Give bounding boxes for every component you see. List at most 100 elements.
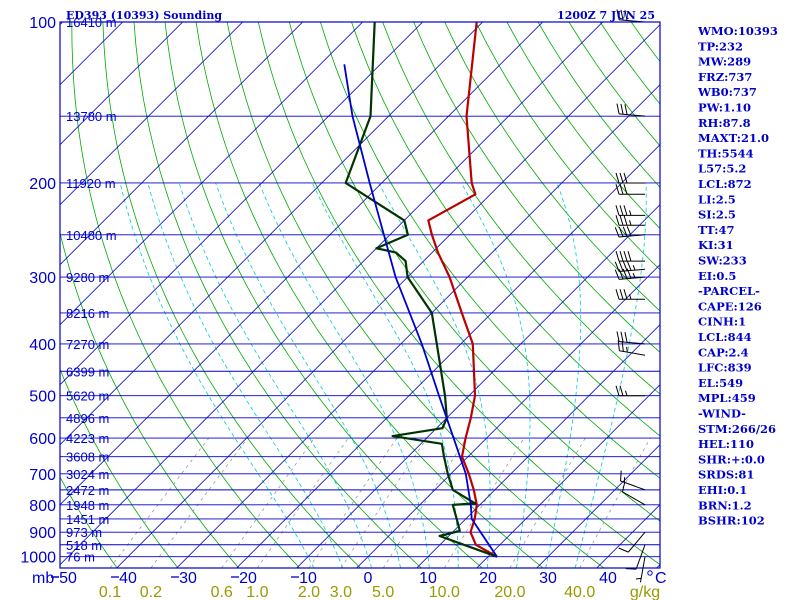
index-entry: -PARCEL- — [698, 284, 760, 298]
moist-adiabat-line — [461, 182, 531, 568]
index-entry: SI:2.5 — [698, 208, 736, 222]
index-entry: SHR:+:0.0 — [698, 452, 765, 466]
dry-adiabat-line — [164, 22, 483, 568]
mixing-ratio-tick-label: 20.0 — [494, 584, 525, 600]
height-label: 76 m — [66, 550, 95, 565]
wind-barb — [615, 250, 645, 262]
mixing-ratio-line — [382, 437, 467, 568]
index-entry: EHI:0.1 — [698, 483, 747, 497]
index-entry: WMO:10393 — [697, 24, 778, 38]
wind-barb — [616, 103, 646, 117]
wind-barb — [620, 470, 646, 491]
index-entry: EI:0.5 — [698, 269, 736, 283]
temperature-tick-label: 20 — [479, 570, 497, 587]
pressure-tick-label: 1000 — [20, 550, 56, 567]
mixing-ratio-tick-label: 5.0 — [372, 584, 394, 600]
wind-barb — [614, 260, 646, 272]
mixing-ratio-unit-label: g/kg — [630, 584, 660, 600]
dry-adiabat-line — [60, 368, 179, 568]
mixing-ratio-tick-label: 10.0 — [429, 584, 460, 600]
moist-adiabat-line — [178, 182, 373, 568]
index-entry: HEL:110 — [698, 437, 754, 451]
temperature-tick-label: 30 — [179, 570, 197, 587]
height-label: 973 m — [66, 525, 102, 540]
temperature-tick-label: 10 — [419, 570, 437, 587]
index-entry: CINH:1 — [698, 315, 746, 329]
pressure-tick-label: 800 — [29, 498, 56, 515]
dry-adiabat-line — [382, 22, 660, 395]
wind-barb — [617, 340, 646, 356]
isotherm-line — [60, 22, 363, 326]
index-entry: LI:2.5 — [698, 192, 736, 206]
series-line — [427, 22, 498, 558]
wind-barb — [618, 531, 646, 553]
isotherm-line — [296, 204, 660, 568]
height-label: 8216 m — [66, 306, 109, 321]
isotherm-line — [116, 24, 660, 568]
index-entry: BRN:1.2 — [698, 498, 752, 512]
wind-barb — [621, 481, 646, 506]
index-entry: -WIND- — [698, 407, 746, 421]
isotherm-line — [60, 22, 603, 566]
mixing-ratio-line — [443, 437, 525, 568]
height-label: 13780 m — [66, 109, 117, 124]
mixing-ratio-tick-label: 0.6 — [211, 584, 233, 600]
index-entry: STM:266/26 — [698, 422, 776, 436]
temperature-tick-label: 0 — [364, 570, 373, 587]
dry-adiabat-line — [133, 22, 422, 568]
index-entry: CAP:2.4 — [698, 345, 749, 359]
height-label: 1451 m — [66, 512, 109, 527]
wind-barb — [614, 226, 646, 238]
pressure-tick-label: 300 — [29, 270, 56, 287]
isotherm-line — [60, 22, 183, 146]
isotherm-line — [176, 84, 660, 568]
sounding-time: 1200Z 7 JUN 25 — [557, 9, 655, 22]
isotherm-line — [60, 22, 543, 506]
wind-barb — [615, 184, 645, 195]
moist-adiabat-line — [574, 182, 647, 568]
height-label: 10480 m — [66, 228, 117, 243]
dry-adiabat-line — [413, 22, 660, 353]
isotherm-line — [416, 324, 660, 568]
pressure-tick-label: 500 — [29, 389, 56, 406]
index-entry: L57:5.2 — [698, 162, 746, 176]
index-entry: WB0:737 — [697, 85, 757, 99]
wind-barb — [635, 556, 646, 583]
height-label: 5620 m — [66, 389, 109, 404]
degree-symbol — [647, 570, 653, 576]
dry-adiabat-line — [60, 231, 240, 568]
temperature-tick-label: 40 — [599, 570, 617, 587]
index-entry: KI:31 — [698, 238, 734, 252]
moist-adiabat-line — [119, 182, 315, 568]
wind-barbs — [614, 9, 646, 583]
temperature-tick-label: 20 — [239, 570, 257, 587]
moist-adiabat-line — [147, 182, 344, 568]
dry-adiabat-line — [71, 22, 300, 568]
temperature-unit-label: C — [655, 570, 667, 587]
index-entry: MAXT:21.0 — [698, 131, 769, 145]
index-entry: LCL:844 — [698, 330, 752, 344]
moist-adiabat-line — [311, 182, 459, 568]
isotherm-line — [60, 22, 483, 446]
index-entry: LCL:872 — [698, 177, 752, 191]
mixing-ratio-tick-label: 3.0 — [330, 584, 352, 600]
index-entry: TP:232 — [698, 39, 743, 53]
background-grid — [60, 22, 660, 568]
index-entry: TT:47 — [698, 223, 735, 237]
height-label: 9280 m — [66, 270, 109, 285]
index-entry: MPL:459 — [698, 391, 756, 405]
height-label: 7270 m — [66, 337, 109, 352]
dry-adiabat-line — [320, 22, 660, 479]
plot-frame — [59, 21, 661, 569]
wind-barb — [615, 172, 645, 184]
wind-barb — [615, 289, 645, 300]
dry-adiabat-line — [102, 22, 361, 568]
mixing-ratio-line — [150, 437, 248, 568]
wind-barb — [615, 205, 645, 216]
dry-adiabat-line — [444, 22, 660, 312]
pressure-tick-label: 400 — [29, 337, 56, 354]
